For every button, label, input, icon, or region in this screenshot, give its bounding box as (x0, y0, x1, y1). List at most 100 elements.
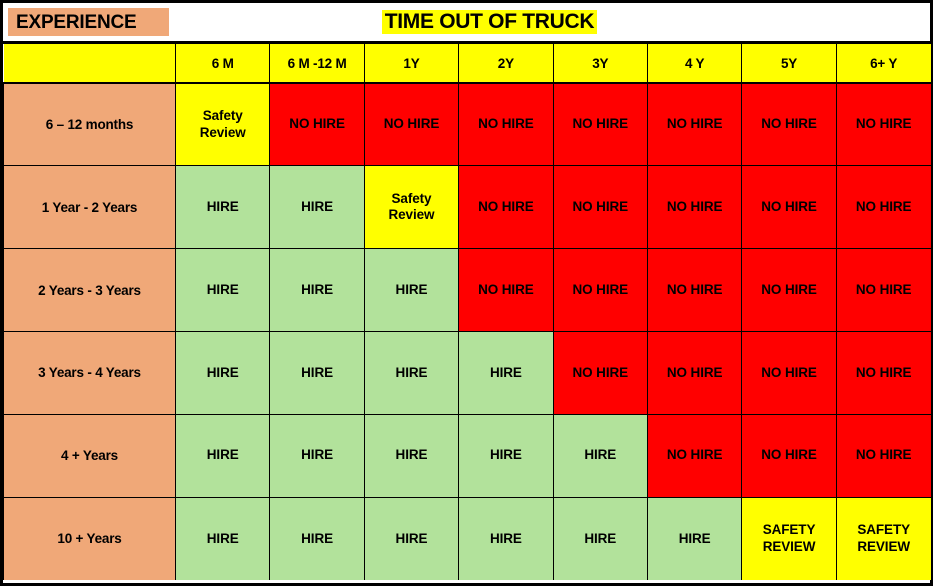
row-header-3-4-years: 3 Years - 4 Years (3, 330, 176, 415)
experience-axis-label: EXPERIENCE (16, 11, 137, 33)
cell-text: HIRE (301, 447, 334, 463)
row-header-1-2-years: 1 Year - 2 Years (3, 165, 176, 250)
row-header-4-plus-years: 4 + Years (3, 413, 176, 498)
cell-text: NO HIRE (855, 364, 912, 380)
table-row: 10 + Years HIRE HIRE HIRE HIRE HIRE HIRE… (3, 496, 931, 580)
cell-r5-c1: HIRE (269, 496, 365, 580)
cell-text: NO HIRE (855, 281, 912, 297)
cell-text: Safety Review (199, 108, 246, 140)
row-header-10-plus-years: 10 + Years (3, 496, 176, 580)
cell-r5-c5: HIRE (646, 496, 743, 580)
cell-r1-c6: NO HIRE (741, 165, 837, 250)
column-header-2y: 2Y (458, 44, 554, 84)
cell-r0-c4: NO HIRE (552, 82, 648, 167)
cell-r3-c0: HIRE (174, 330, 271, 415)
cell-text: NO HIRE (478, 281, 534, 297)
hiring-decision-matrix: 6 M 6 M -12 M 1Y 2Y 3Y 4 Y 5Y 6+ Y 6 – 1… (3, 44, 931, 580)
cell-r3-c6: NO HIRE (741, 330, 837, 415)
cell-text: NO HIRE (666, 364, 723, 380)
cell-text: NO HIRE (761, 447, 817, 463)
column-header-6m-12m: 6 M -12 M (269, 44, 365, 84)
cell-text: NO HIRE (572, 116, 629, 132)
cell-text: HIRE (206, 530, 239, 546)
column-header-6plus-y: 6+ Y (835, 44, 931, 84)
cell-text: NO HIRE (761, 116, 817, 132)
cell-text: NO HIRE (666, 199, 723, 214)
column-header-5y: 5Y (741, 44, 837, 84)
cell-text: NO HIRE (572, 364, 629, 380)
cell-text: HIRE (206, 447, 239, 463)
cell-r1-c2: Safety Review (363, 165, 460, 250)
cell-r3-c3: HIRE (458, 330, 554, 415)
table-row: 1 Year - 2 Years HIRE HIRE Safety Review… (3, 165, 931, 250)
cell-r4-c1: HIRE (269, 413, 365, 498)
title-band: EXPERIENCE TIME OUT OF TRUCK (3, 3, 930, 44)
column-header-3y: 3Y (552, 44, 648, 84)
cell-r4-c3: HIRE (458, 413, 554, 498)
cell-text: NO HIRE (761, 199, 817, 214)
cell-text: HIRE (395, 364, 428, 380)
row-header-6-12-months: 6 – 12 months (3, 82, 176, 167)
cell-r4-c6: NO HIRE (741, 413, 837, 498)
cell-text: HIRE (489, 447, 522, 463)
table-row: 6 – 12 months Safety Review NO HIRE NO H… (3, 82, 931, 167)
cell-text: NO HIRE (572, 281, 629, 297)
cell-text: SAFETY REVIEW (762, 522, 816, 554)
cell-text: HIRE (584, 447, 617, 463)
cell-text: NO HIRE (383, 116, 440, 132)
cell-text: HIRE (206, 364, 239, 380)
cell-r5-c7: SAFETY REVIEW (835, 496, 931, 580)
cell-text: HIRE (301, 364, 334, 380)
cell-text: NO HIRE (666, 447, 723, 463)
cell-text: HIRE (489, 364, 522, 380)
cell-r1-c3: NO HIRE (458, 165, 554, 250)
cell-r0-c7: NO HIRE (835, 82, 931, 167)
table-row: 3 Years - 4 Years HIRE HIRE HIRE HIRE NO… (3, 330, 931, 415)
cell-r3-c4: NO HIRE (552, 330, 648, 415)
column-header-row: 6 M 6 M -12 M 1Y 2Y 3Y 4 Y 5Y 6+ Y (3, 44, 931, 84)
cell-text: HIRE (301, 530, 334, 546)
cell-r3-c2: HIRE (363, 330, 460, 415)
cell-r0-c5: NO HIRE (646, 82, 743, 167)
cell-text: HIRE (489, 530, 522, 546)
cell-r2-c7: NO HIRE (835, 248, 931, 332)
cell-text: HIRE (678, 530, 711, 546)
experience-axis-label-box: EXPERIENCE (8, 8, 169, 36)
cell-text: NO HIRE (666, 281, 723, 297)
cell-r2-c3: NO HIRE (458, 248, 554, 332)
cell-text: SAFETY REVIEW (857, 522, 910, 554)
cell-r1-c4: NO HIRE (552, 165, 648, 250)
cell-text: NO HIRE (478, 116, 534, 132)
cell-r2-c1: HIRE (269, 248, 365, 332)
cell-r2-c2: HIRE (363, 248, 460, 332)
column-header-4y: 4 Y (646, 44, 743, 84)
cell-text: NO HIRE (855, 447, 912, 463)
cell-text: HIRE (395, 530, 428, 546)
cell-r4-c2: HIRE (363, 413, 460, 498)
matrix-corner-cell (3, 44, 176, 84)
cell-r0-c0: Safety Review (174, 82, 271, 167)
cell-text: HIRE (301, 199, 334, 214)
column-header-1y: 1Y (363, 44, 460, 84)
cell-r2-c4: NO HIRE (552, 248, 648, 332)
matrix-title-wrap: TIME OUT OF TRUCK (169, 9, 810, 35)
cell-r4-c0: HIRE (174, 413, 271, 498)
cell-r5-c2: HIRE (363, 496, 460, 580)
cell-r1-c0: HIRE (174, 165, 271, 250)
cell-r1-c1: HIRE (269, 165, 365, 250)
cell-text: HIRE (206, 281, 239, 297)
table-row: 4 + Years HIRE HIRE HIRE HIRE HIRE NO HI… (3, 413, 931, 498)
cell-r1-c7: NO HIRE (835, 165, 931, 250)
cell-r4-c5: NO HIRE (646, 413, 743, 498)
cell-r5-c3: HIRE (458, 496, 554, 580)
cell-text: HIRE (395, 281, 428, 297)
cell-r3-c7: NO HIRE (835, 330, 931, 415)
cell-r5-c0: HIRE (174, 496, 271, 580)
cell-text: NO HIRE (761, 281, 817, 297)
cell-text: NO HIRE (855, 199, 912, 214)
table-row: 2 Years - 3 Years HIRE HIRE HIRE NO HIRE… (3, 248, 931, 332)
cell-text: HIRE (395, 447, 428, 463)
cell-text: NO HIRE (855, 116, 912, 132)
matrix-title: TIME OUT OF TRUCK (381, 9, 598, 35)
